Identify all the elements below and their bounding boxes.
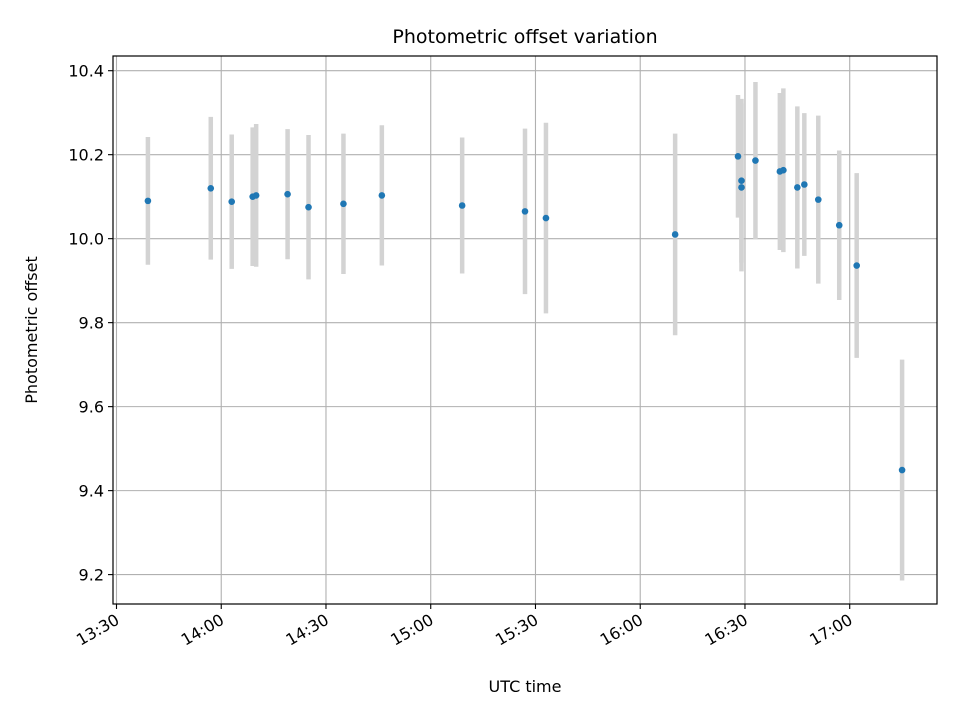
y-tick-label: 10.4 <box>68 62 104 81</box>
data-point <box>340 200 347 208</box>
data-point <box>144 197 152 205</box>
y-tick-label: 10.0 <box>68 230 104 249</box>
y-tick-label: 9.6 <box>79 398 104 417</box>
data-point <box>835 221 843 229</box>
data-point <box>738 177 745 185</box>
data-point <box>814 196 822 203</box>
y-tick-label: 9.8 <box>79 314 104 333</box>
data-point <box>207 184 215 192</box>
x-tick-label: 14:30 <box>283 610 332 650</box>
data-point <box>752 157 759 164</box>
data-point <box>853 262 860 269</box>
data-point <box>671 231 679 238</box>
x-tick-label: 16:30 <box>702 610 751 650</box>
data-point <box>801 181 808 188</box>
data-point <box>458 202 466 209</box>
x-tick-label: 17:00 <box>806 610 855 650</box>
y-axis-title: Photometric offset <box>22 256 41 404</box>
data-point <box>780 166 787 174</box>
y-axis: 9.2 9.4 9.6 9.8 10.0 10.2 10.4 <box>68 62 113 585</box>
data-point <box>521 208 529 215</box>
data-point <box>734 153 742 160</box>
data-point <box>305 203 312 211</box>
data-point <box>378 192 386 199</box>
x-axis: 13:30 14:00 14:30 15:00 15:30 16:00 16:30 17:00 <box>73 604 856 650</box>
data-point <box>898 466 906 474</box>
data-point <box>542 214 550 222</box>
data-point <box>228 198 236 206</box>
errorbar-layer <box>145 82 905 581</box>
x-tick-label: 15:30 <box>492 610 541 650</box>
x-tick-label: 16:00 <box>597 610 646 650</box>
data-point <box>252 192 260 199</box>
y-tick-label: 9.4 <box>79 482 104 501</box>
x-tick-label: 14:00 <box>178 610 227 650</box>
chart-title: Photometric offset variation <box>392 26 657 48</box>
data-point <box>284 190 291 198</box>
y-tick-label: 9.2 <box>79 566 104 585</box>
x-tick-label: 15:00 <box>387 610 436 650</box>
plot-frame <box>112 55 938 605</box>
x-tick-label: 13:30 <box>73 610 122 650</box>
y-tick-label: 10.2 <box>68 146 104 165</box>
point-layer <box>144 153 906 474</box>
data-point <box>794 184 801 191</box>
data-point <box>738 184 745 191</box>
x-axis-title: UTC time <box>489 677 562 696</box>
